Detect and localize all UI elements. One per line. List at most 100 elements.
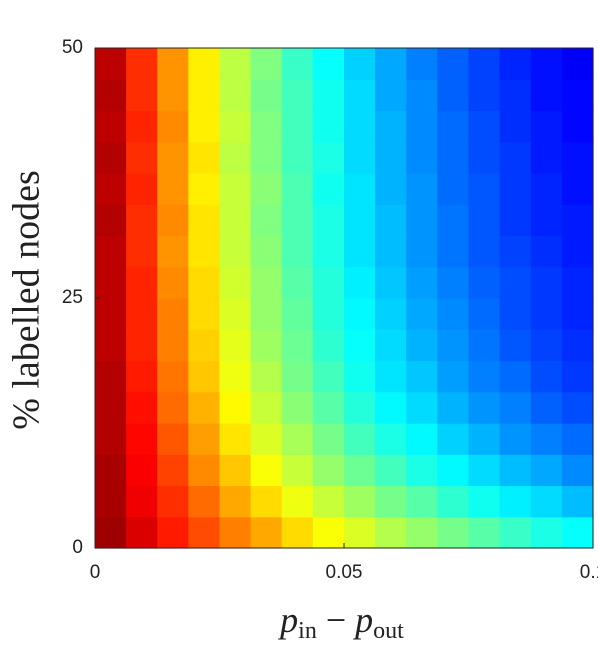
heat-cell [561,266,594,299]
heat-cell [95,391,127,424]
heat-cell [561,516,594,549]
heat-cell [375,423,407,455]
heat-cell [188,516,221,549]
heat-cell [188,391,221,424]
heat-cell [312,141,345,174]
heat-cell [375,204,407,237]
heat-cell [406,391,438,424]
heat-cell [468,329,501,362]
heat-cell [157,360,189,393]
heat-cell [499,110,532,143]
heat-cell [437,173,470,205]
y-axis-label: % labelled nodes [6,170,48,430]
heat-cell [437,360,470,393]
heat-cell [219,79,252,112]
heat-cell [499,235,532,268]
heat-cell [375,110,407,143]
heat-cell [499,266,532,299]
heat-cell [250,141,283,174]
heat-cell [95,298,127,330]
heat-cell [126,235,158,268]
heat-cell [281,454,314,487]
heat-cell [250,423,283,455]
heat-cell [468,423,501,455]
heat-cell [468,516,501,549]
heat-cell [250,454,283,487]
heat-cell [157,485,189,518]
heat-cell [219,391,252,424]
heat-cell [188,235,221,268]
heat-cell [406,454,438,487]
heat-cell [530,48,563,80]
heat-cell [250,266,283,299]
heat-cell [499,173,532,205]
heat-cell [468,485,501,518]
heat-cell [219,454,252,487]
heat-cell [530,454,563,487]
heat-cell [375,48,407,80]
heat-cell [312,423,345,455]
heat-cell [468,48,501,80]
heat-cell [188,360,221,393]
heat-cell [126,204,158,237]
heat-cell [499,298,532,330]
heat-cell [375,173,407,205]
heat-cell [126,423,158,455]
heat-cell [157,79,189,112]
heat-cell [437,79,470,112]
heat-cell [281,204,314,237]
heat-cell [530,141,563,174]
heat-cell [281,110,314,143]
heat-cell [281,266,314,299]
heat-cell [188,298,221,330]
heat-cell [95,173,127,205]
heat-cell [561,110,594,143]
heat-cell [530,173,563,205]
heat-cell [281,423,314,455]
heat-cell [250,391,283,424]
heat-cell [157,298,189,330]
heat-cell [406,423,438,455]
heat-cell [281,173,314,205]
heat-cell [561,48,594,80]
heat-cell [406,329,438,362]
heat-cell [126,173,158,205]
heat-cell [437,141,470,174]
heat-cell [468,391,501,424]
x-axis-label: pin − pout [277,600,404,643]
heat-cell [126,329,158,362]
heat-cell [95,48,127,80]
heat-cell [126,391,158,424]
heat-cell [188,110,221,143]
heat-cell [499,360,532,393]
heat-cell [250,485,283,518]
heat-cell [157,173,189,205]
heat-cell [219,423,252,455]
heat-cell [95,454,127,487]
heat-cell [530,298,563,330]
heat-cell [95,204,127,237]
heat-cell [437,516,470,549]
heat-cell [344,79,376,112]
heat-cell [188,329,221,362]
heat-cell [406,173,438,205]
heat-cell [126,79,158,112]
heat-cell [406,141,438,174]
heat-cell [561,485,594,518]
heatmap [95,48,594,549]
heat-cell [499,485,532,518]
heat-cell [126,485,158,518]
heat-cell [499,79,532,112]
heat-cell [312,48,345,80]
heat-cell [344,454,376,487]
heat-cell [157,454,189,487]
heat-cell [468,454,501,487]
heat-cell [468,235,501,268]
heat-cell [281,235,314,268]
heat-cell [250,329,283,362]
heat-cell [312,110,345,143]
heat-cell [157,516,189,549]
heat-cell [312,79,345,112]
heat-cell [281,360,314,393]
heat-cell [250,173,283,205]
